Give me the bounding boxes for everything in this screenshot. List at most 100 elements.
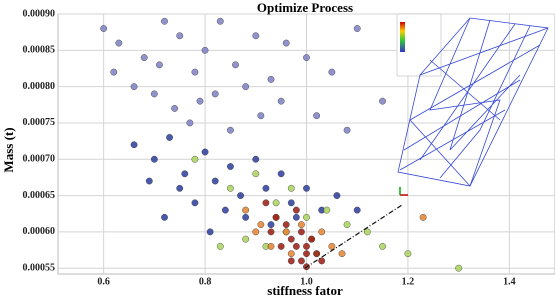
point — [379, 243, 385, 249]
point — [192, 200, 198, 206]
point — [202, 47, 208, 53]
point — [151, 156, 157, 162]
point — [242, 214, 248, 220]
x-tick-label: 1.2 — [402, 276, 415, 287]
point — [329, 69, 335, 75]
point — [303, 54, 309, 60]
point — [298, 221, 304, 227]
point — [319, 229, 325, 235]
y-tick-label: 0.00060 — [23, 226, 56, 237]
point — [131, 142, 137, 148]
point — [344, 221, 350, 227]
point — [151, 91, 157, 97]
point — [283, 229, 289, 235]
page: {"chart_data": {"type": "scatter", "titl… — [0, 0, 555, 301]
point — [308, 236, 314, 242]
point — [212, 178, 218, 184]
point — [288, 185, 294, 191]
point — [192, 156, 198, 162]
point — [405, 250, 411, 256]
point — [334, 192, 340, 198]
y-tick-label: 0.00075 — [23, 117, 56, 128]
x-tick-label: 0.8 — [199, 276, 212, 287]
point — [293, 207, 299, 213]
point — [278, 98, 284, 104]
y-axis-label: Mass (t) — [1, 127, 16, 172]
point — [237, 192, 243, 198]
point — [258, 221, 264, 227]
point — [288, 236, 294, 242]
point — [171, 105, 177, 111]
point — [283, 221, 289, 227]
axis-triad — [400, 187, 408, 195]
point — [354, 207, 360, 213]
inset-colorbar — [400, 22, 405, 52]
point — [420, 214, 426, 220]
point — [298, 229, 304, 235]
y-tick-label: 0.00080 — [23, 81, 56, 92]
point — [156, 62, 162, 68]
y-tick-label: 0.00055 — [23, 262, 56, 273]
point — [242, 83, 248, 89]
inset — [305, 14, 548, 268]
point — [298, 258, 304, 264]
point — [177, 33, 183, 39]
point — [354, 25, 360, 31]
point — [313, 250, 319, 256]
point — [253, 229, 259, 235]
point — [242, 236, 248, 242]
point — [202, 149, 208, 155]
x-tick-label: 0.6 — [97, 276, 110, 287]
x-tick-label: 1.4 — [503, 276, 516, 287]
point — [177, 185, 183, 191]
point — [293, 243, 299, 249]
x-axis-label: stiffness fator — [267, 283, 343, 298]
point — [192, 69, 198, 75]
point — [288, 250, 294, 256]
point — [455, 265, 461, 271]
point — [207, 229, 213, 235]
point — [242, 207, 248, 213]
point — [303, 214, 309, 220]
point — [313, 112, 319, 118]
point — [303, 243, 309, 249]
point — [182, 171, 188, 177]
point — [100, 25, 106, 31]
point — [303, 250, 309, 256]
y-tick-label: 0.00085 — [23, 45, 56, 56]
point — [146, 178, 152, 184]
point — [141, 54, 147, 60]
point — [278, 171, 284, 177]
point — [116, 40, 122, 46]
y-tick-label: 0.00070 — [23, 154, 56, 165]
point — [344, 127, 350, 133]
point — [268, 229, 274, 235]
point — [324, 207, 330, 213]
point — [161, 18, 167, 24]
point — [339, 250, 345, 256]
point — [379, 98, 385, 104]
point — [187, 120, 193, 126]
y-tick-label: 0.00090 — [23, 8, 56, 19]
point — [288, 200, 294, 206]
y-tick-label: 0.00065 — [23, 190, 56, 201]
point — [253, 171, 259, 177]
point — [268, 221, 274, 227]
point — [222, 207, 228, 213]
pointer — [305, 205, 402, 268]
point — [268, 243, 274, 249]
point — [227, 163, 233, 169]
point — [212, 91, 218, 97]
point — [161, 214, 167, 220]
point — [283, 40, 289, 46]
point — [253, 156, 259, 162]
point — [227, 185, 233, 191]
point — [293, 214, 299, 220]
point — [273, 200, 279, 206]
point — [227, 127, 233, 133]
point — [278, 243, 284, 249]
chart: 0.60.81.01.21.40.000550.000600.000650.00… — [0, 0, 555, 301]
point — [253, 33, 259, 39]
point — [197, 98, 203, 104]
